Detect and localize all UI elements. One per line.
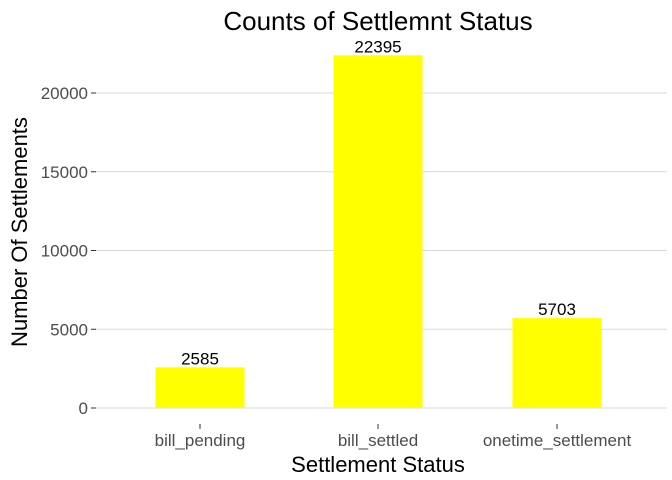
y-tick-label: 20000: [41, 84, 88, 103]
y-tick-label: 5000: [50, 320, 88, 339]
chart-title: Counts of Settlemnt Status: [223, 6, 532, 36]
x-tick-label: bill_settled: [338, 431, 418, 450]
x-axis: bill_pending bill_settled onetime_settleme…: [155, 424, 632, 450]
y-axis: 0 5000 10000 15000 20000: [41, 84, 96, 418]
x-axis-title: Settlement Status: [291, 452, 465, 477]
data-label: 5703: [538, 300, 576, 319]
y-axis-title: Number Of Settlements: [7, 117, 32, 347]
y-tick-label: 0: [79, 399, 88, 418]
bar-onetime-settlement: [512, 318, 602, 408]
bar-bill-settled: [333, 55, 423, 409]
x-tick-label: bill_pending: [155, 431, 246, 450]
bars: [155, 55, 602, 409]
y-tick-label: 10000: [41, 242, 88, 261]
data-label: 22395: [354, 37, 401, 56]
x-tick-label: onetime_settlement: [483, 431, 632, 450]
bar-bill-pending: [155, 367, 245, 408]
y-tick-label: 15000: [41, 163, 88, 182]
data-label: 2585: [181, 349, 219, 368]
data-labels: 2585 22395 5703: [181, 37, 576, 368]
